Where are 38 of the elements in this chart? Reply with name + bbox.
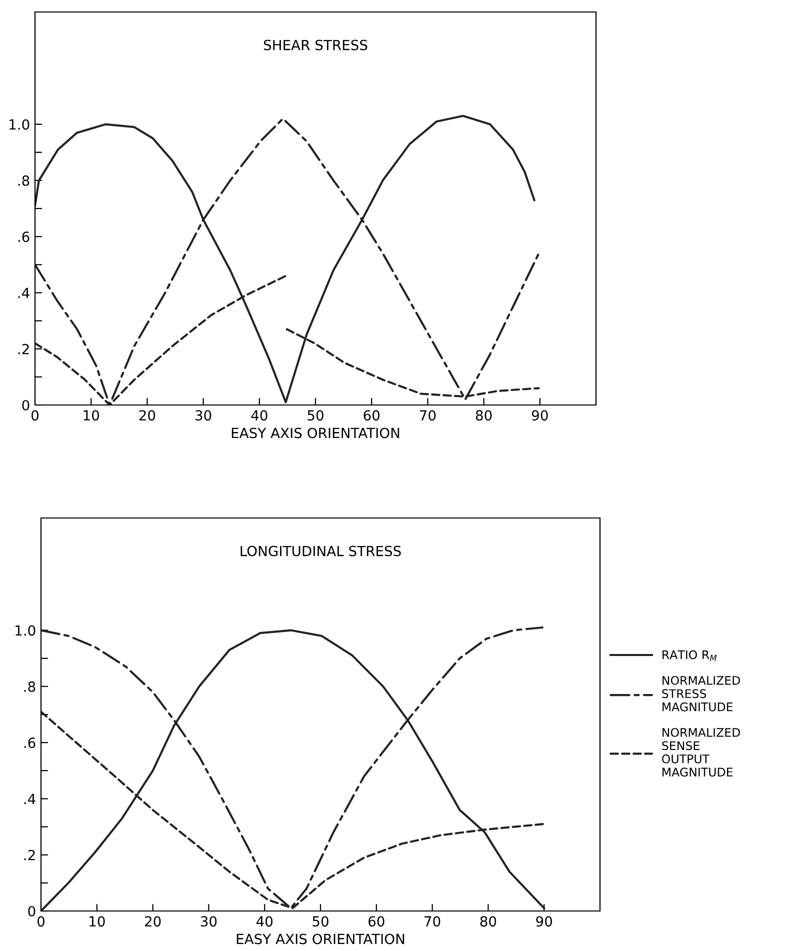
x-tick-label: 50 <box>308 410 324 421</box>
text: LONGITUDINAL STRESS <box>240 546 401 556</box>
x-axis-title: EASY AXIS ORIENTATION <box>236 934 404 944</box>
legend-label: NORMALIZED STRESS MAGNITUDE <box>662 676 740 712</box>
x-tick-label: 0 <box>37 916 44 927</box>
x-tick-label: 40 <box>256 916 273 927</box>
legend-label: RATIO R$_{M}$ <box>662 650 717 661</box>
x-tick-label: 40 <box>251 410 268 421</box>
y-tick-label: .6 <box>18 232 30 242</box>
y-tick-label: .2 <box>24 850 35 860</box>
y-tick-label: .6 <box>24 738 36 748</box>
x-tick-label: 30 <box>196 410 212 421</box>
y-tick-label: .2 <box>18 344 29 354</box>
x-tick-label: 10 <box>84 410 100 421</box>
y-tick-label: 0 <box>22 400 30 410</box>
x-axis-title: EASY AXIS ORIENTATION <box>232 428 400 438</box>
legend-label: NORMALIZED SENSE OUTPUT MAGNITUDE <box>662 728 740 777</box>
y-tick-label: .8 <box>24 681 36 692</box>
x-tick-label: 20 <box>139 410 156 421</box>
y-tick-label: .4 <box>24 794 36 804</box>
x-tick-label: 60 <box>368 916 384 927</box>
x-tick-label: 70 <box>420 410 436 421</box>
x-tick-label: 90 <box>532 410 548 421</box>
y-tick-label: 1.0 <box>10 119 30 130</box>
y-tick-label: .8 <box>18 175 30 186</box>
text: SHEAR STRESS <box>264 40 368 50</box>
x-tick-label: 90 <box>536 916 552 927</box>
y-tick-label: 0 <box>28 906 36 916</box>
x-tick-label: 10 <box>90 916 105 927</box>
x-tick-label: 80 <box>476 410 492 421</box>
x-tick-label: 30 <box>200 916 217 927</box>
y-tick-label: .4 <box>18 288 30 298</box>
y-tick-label: 1.0 <box>16 625 36 636</box>
x-tick-label: 60 <box>364 410 380 421</box>
x-tick-label: 80 <box>480 916 496 927</box>
x-tick-label: 20 <box>144 916 161 927</box>
x-tick-label: 50 <box>312 916 328 927</box>
x-tick-label: 70 <box>424 916 440 927</box>
